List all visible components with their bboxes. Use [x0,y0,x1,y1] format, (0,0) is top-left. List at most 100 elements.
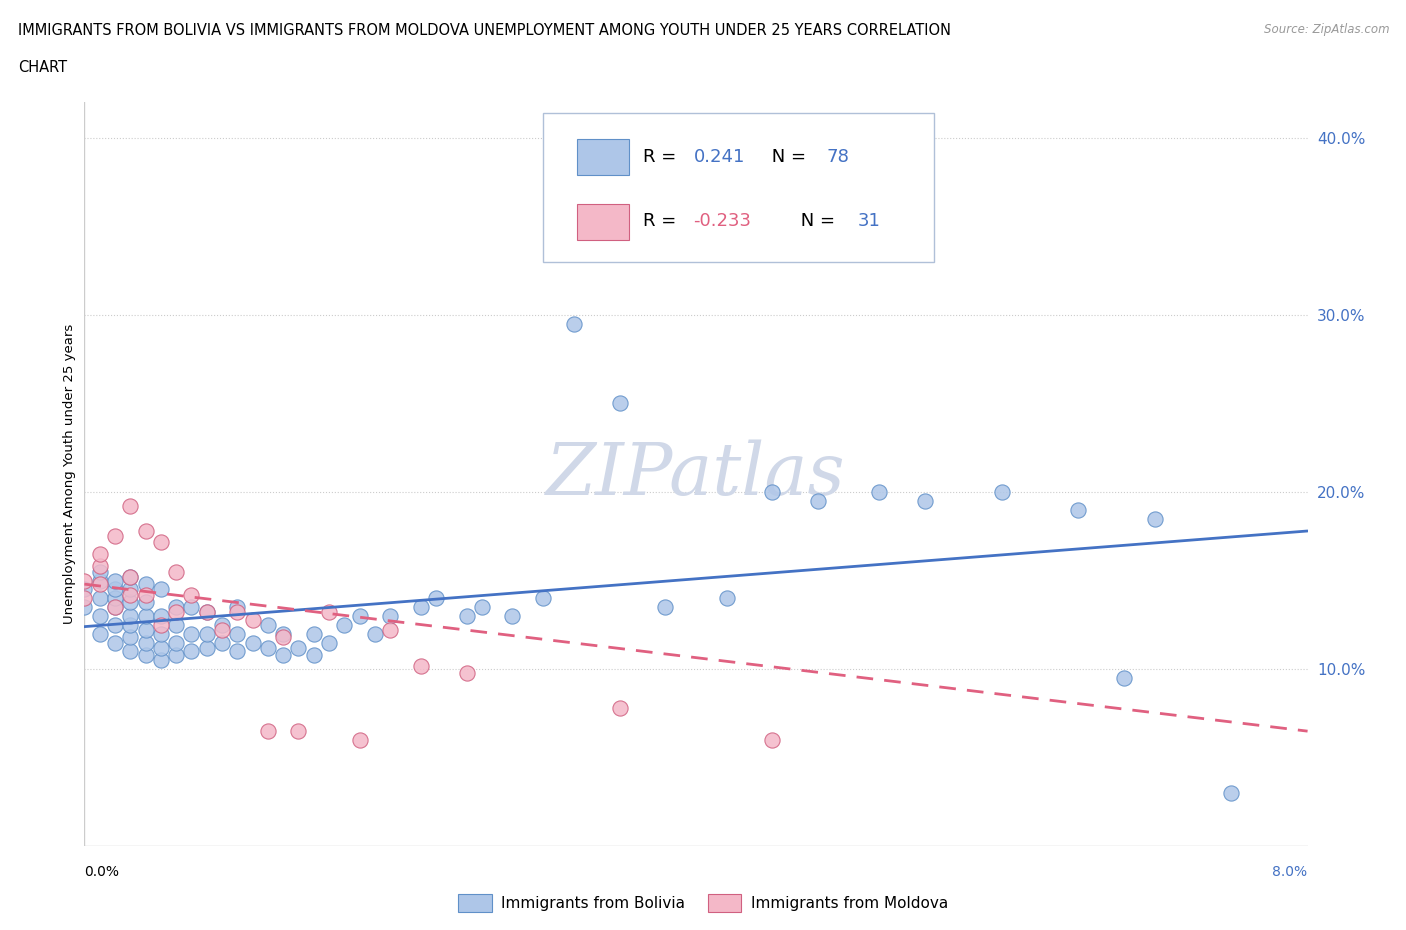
Point [318,605,340,620]
Point [380,608,402,623]
Point [104,600,127,615]
Point [211,623,233,638]
Point [991,485,1014,499]
Point [135,594,157,609]
Point [120,498,142,513]
Point [120,618,142,632]
Point [716,591,738,605]
Point [869,485,891,499]
Text: ZIPatlas: ZIPatlas [546,439,846,510]
Point [73,591,96,605]
Point [211,635,233,650]
Point [257,618,280,632]
FancyBboxPatch shape [543,113,935,262]
Y-axis label: Unemployment Among Youth under 25 years: Unemployment Among Youth under 25 years [63,325,76,624]
Point [104,591,127,605]
Point [531,591,554,605]
Text: 0.0%: 0.0% [84,865,120,879]
Point [104,582,127,597]
Text: N =: N = [794,212,841,231]
Point [89,626,111,641]
Point [104,600,127,615]
Point [302,647,325,662]
Point [135,647,157,662]
Point [135,608,157,623]
Point [456,608,478,623]
Point [135,635,157,650]
Point [502,608,524,623]
Text: 8.0%: 8.0% [1272,865,1308,879]
Point [456,665,478,680]
Point [380,623,402,638]
Point [242,635,264,650]
Point [914,494,936,509]
Point [195,605,218,620]
Point [349,733,371,748]
Text: 0.241: 0.241 [693,148,745,166]
Point [165,618,187,632]
Point [89,591,111,605]
Point [165,647,187,662]
Point [149,608,172,623]
Point [89,565,111,579]
Point [333,618,356,632]
Point [104,529,127,544]
Point [211,618,233,632]
Text: IMMIGRANTS FROM BOLIVIA VS IMMIGRANTS FROM MOLDOVA UNEMPLOYMENT AMONG YOUTH UNDE: IMMIGRANTS FROM BOLIVIA VS IMMIGRANTS FR… [18,23,952,38]
Point [165,635,187,650]
Point [135,524,157,538]
Point [409,658,432,673]
Text: 31: 31 [858,212,880,231]
Point [257,641,280,656]
Point [149,653,172,668]
Point [287,641,309,656]
Point [318,635,340,650]
Point [271,626,294,641]
Point [271,647,294,662]
Point [120,588,142,603]
Point [89,608,111,623]
Point [149,618,172,632]
Point [89,573,111,588]
Point [104,573,127,588]
Point [195,626,218,641]
Point [104,635,127,650]
Point [180,588,202,603]
Point [349,608,371,623]
Point [471,600,494,615]
Point [654,600,676,615]
Text: CHART: CHART [18,60,67,75]
Point [149,641,172,656]
Point [135,623,157,638]
Point [120,644,142,658]
Bar [578,205,628,240]
Point [609,396,631,411]
Point [226,644,249,658]
Point [104,618,127,632]
Point [195,605,218,620]
Point [609,700,631,715]
Point [180,600,202,615]
Point [364,626,387,641]
Point [120,569,142,584]
Point [180,644,202,658]
Point [165,605,187,620]
Point [120,630,142,644]
Point [73,600,96,615]
Point [409,600,432,615]
Point [73,573,96,588]
Text: N =: N = [766,148,811,166]
Point [271,630,294,644]
Point [165,600,187,615]
Point [165,565,187,579]
Point [120,608,142,623]
Text: Source: ZipAtlas.com: Source: ZipAtlas.com [1264,23,1389,36]
Point [425,591,447,605]
Text: 78: 78 [827,148,849,166]
Point [120,594,142,609]
Bar [578,140,628,175]
Point [1114,671,1136,685]
Point [89,577,111,591]
Legend: Immigrants from Bolivia, Immigrants from Moldova: Immigrants from Bolivia, Immigrants from… [451,888,955,918]
Point [135,577,157,591]
